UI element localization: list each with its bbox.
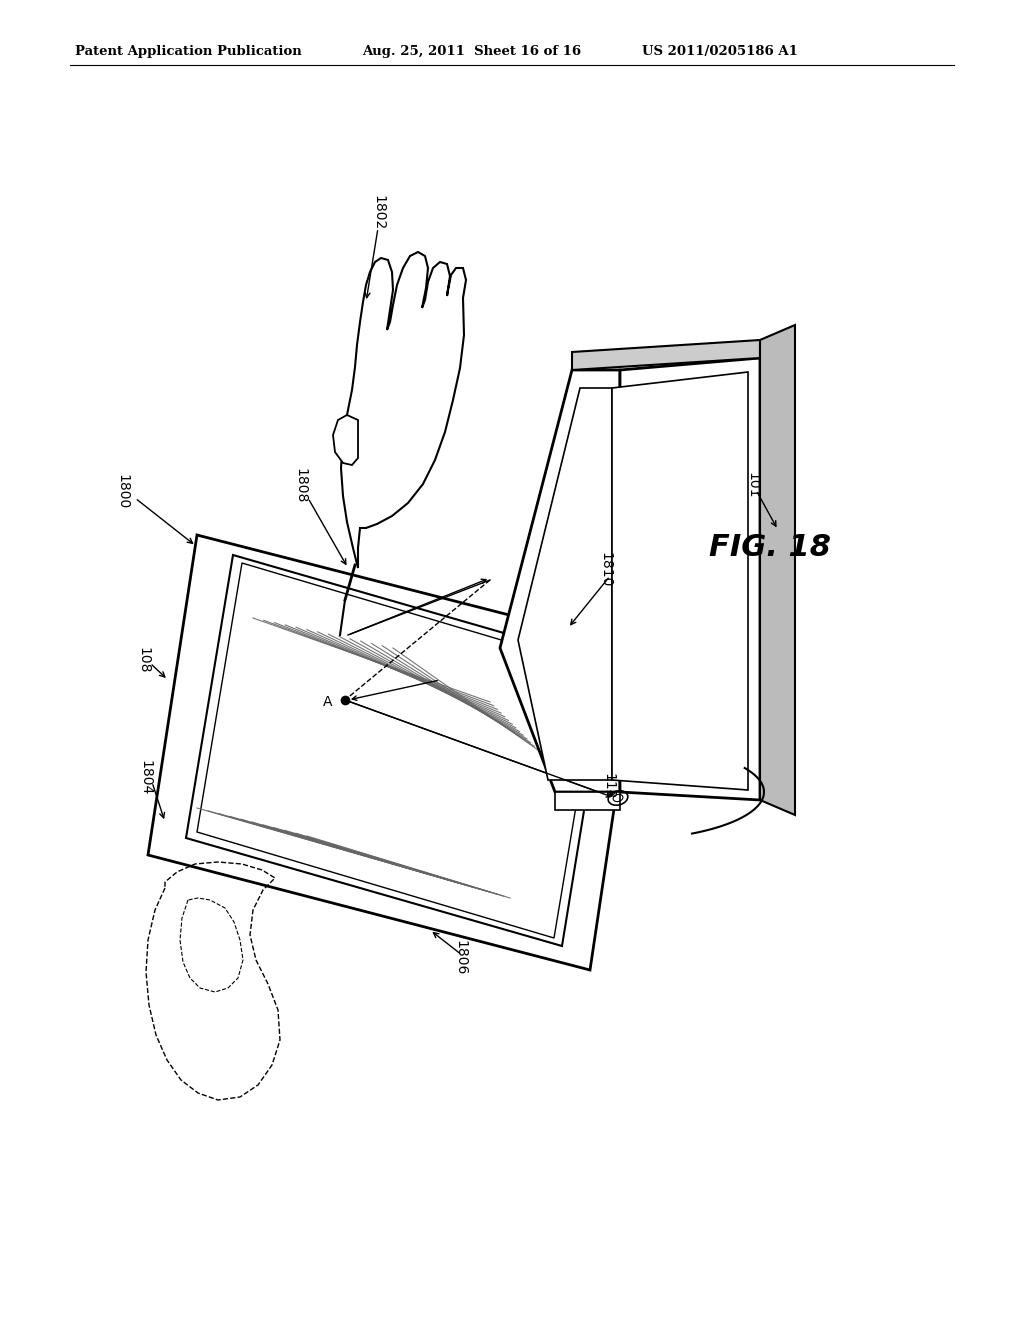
Text: 1806: 1806 [453, 940, 467, 975]
Text: A: A [324, 696, 333, 709]
Polygon shape [518, 388, 612, 780]
Text: 101: 101 [745, 471, 759, 498]
Text: 1810: 1810 [598, 552, 612, 587]
Polygon shape [148, 535, 638, 970]
Text: Patent Application Publication: Patent Application Publication [75, 45, 302, 58]
Polygon shape [572, 341, 760, 370]
Text: 1804: 1804 [138, 760, 152, 796]
Polygon shape [500, 370, 620, 792]
Polygon shape [333, 414, 358, 465]
Text: US 2011/0205186 A1: US 2011/0205186 A1 [642, 45, 798, 58]
Text: 112: 112 [601, 772, 615, 799]
Text: 1802: 1802 [371, 195, 385, 231]
Text: 108: 108 [136, 647, 150, 673]
Polygon shape [186, 554, 608, 946]
Text: 1800: 1800 [115, 474, 129, 510]
Polygon shape [620, 358, 760, 800]
Text: 1808: 1808 [293, 469, 307, 504]
Polygon shape [555, 792, 620, 810]
Polygon shape [760, 325, 795, 814]
Text: FIG. 18: FIG. 18 [709, 533, 831, 562]
Polygon shape [612, 372, 748, 789]
Polygon shape [197, 564, 599, 939]
Polygon shape [341, 252, 466, 568]
Text: Aug. 25, 2011  Sheet 16 of 16: Aug. 25, 2011 Sheet 16 of 16 [362, 45, 582, 58]
